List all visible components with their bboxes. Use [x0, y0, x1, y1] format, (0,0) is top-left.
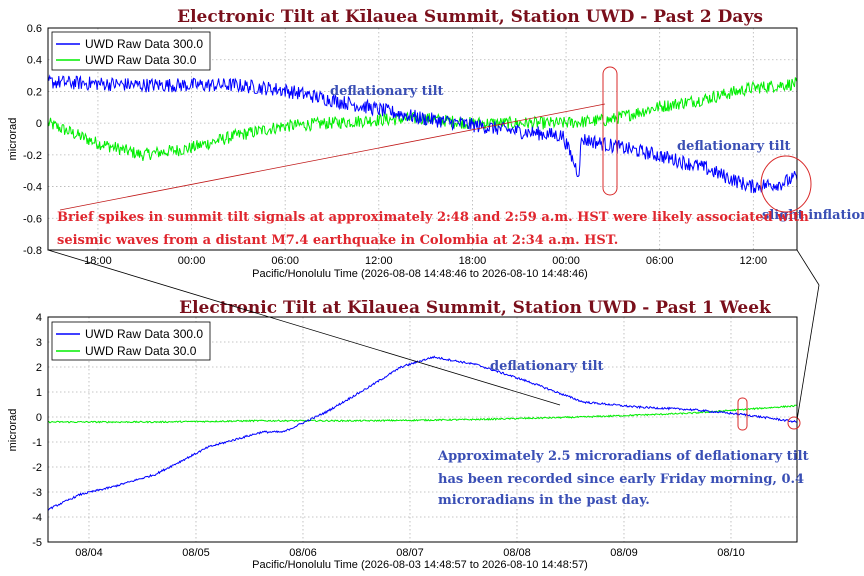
c2-y-tick-label: 3: [36, 337, 42, 349]
chart1-spike-marker: [602, 66, 618, 196]
c2-y-tick-label: -3: [32, 487, 42, 499]
c2-y-tick-label: 1: [36, 387, 42, 399]
chart1-annotation-spikes-line2: seismic waves from a distant M7.4 earthq…: [57, 233, 618, 248]
c1-y-tick-label: -0.4: [23, 182, 42, 194]
c1-y-tick-label: -0.8: [23, 245, 42, 257]
chart1-legend-label-30: UWD Raw Data 30.0: [85, 53, 197, 67]
chart2-annotation-summary-line3: microradians in the past day.: [438, 493, 650, 508]
c2-x-tick-label: 08/08: [503, 547, 531, 559]
c1-x-tick-label: 00:00: [178, 255, 206, 267]
chart1-annotation-deflation-1: deflationary tilt: [330, 84, 444, 99]
c1-y-tick-label: 0: [36, 118, 42, 130]
chart2-spike-marker: [737, 397, 748, 431]
c2-x-tick-label: 08/10: [717, 547, 745, 559]
chart1-series: [47, 74, 798, 194]
chart2-annotation-deflation: deflationary tilt: [490, 359, 604, 374]
c1-series-line-30: [47, 77, 798, 161]
chart1-legend-label-300: UWD Raw Data 300.0: [85, 37, 203, 51]
c2-y-tick-label: 4: [36, 312, 42, 324]
c1-y-tick-label: -0.2: [23, 150, 42, 162]
chart2-series: [47, 355, 798, 511]
c2-x-tick-label: 08/06: [289, 547, 317, 559]
chart1-annotation-spikes-line1: Brief spikes in summit tilt signals at a…: [57, 210, 809, 225]
chart1-annotation-deflation-2: deflationary tilt: [677, 139, 791, 154]
c1-x-tick-label: 18:00: [459, 255, 487, 267]
chart2-x-ticks: 08/04 08/05 08/06 08/07 08/08 08/09 08/10: [75, 547, 745, 559]
c1-y-tick-label: 0.6: [27, 23, 42, 35]
c2-y-tick-label: 2: [36, 362, 42, 374]
c1-y-tick-label: -0.6: [23, 213, 42, 225]
zoom-connector-right-a: [796, 249, 820, 286]
c2-series-line-30: [47, 404, 798, 424]
chart2-plot-frame: [47, 316, 798, 543]
c1-y-tick-label: 0.4: [27, 55, 42, 67]
zoom-connector-right-b: [796, 284, 820, 421]
c2-series-line-300: [47, 355, 798, 511]
chart2-y-ticks: 4 3 2 1 0 -1 -2 -3 -4 -5: [32, 312, 42, 549]
c1-x-tick-label: 12:00: [740, 255, 768, 267]
chart2-legend-label-300: UWD Raw Data 300.0: [85, 327, 203, 341]
chart2-legend-label-30: UWD Raw Data 30.0: [85, 344, 197, 358]
c1-x-tick-label: 06:00: [646, 255, 674, 267]
c1-x-tick-label: 18:00: [84, 255, 112, 267]
chart1-inflation-marker: [760, 155, 812, 213]
chart1-x-axis-label: Pacific/Honolulu Time (2026-08-08 14:48:…: [252, 268, 588, 280]
zoom-connector-left: [47, 249, 561, 406]
c2-x-tick-label: 08/05: [182, 547, 210, 559]
chart2-title: Electronic Tilt at Kīlauea Summit, Stati…: [179, 298, 772, 318]
c2-y-tick-label: -2: [32, 462, 42, 474]
chart1-x-ticks: 18:00 00:00 06:00 12:00 18:00 00:00 06:00 12:00: [84, 255, 767, 267]
chart1-plot-frame: [47, 27, 798, 251]
c2-y-tick-label: -1: [32, 437, 42, 449]
c1-y-tick-label: 0.2: [27, 86, 42, 98]
c2-x-tick-label: 08/09: [610, 547, 638, 559]
chart2-recent-marker: [787, 416, 801, 430]
c1-x-tick-label: 12:00: [365, 255, 393, 267]
chart1-legend: UWD Raw Data 300.0 UWD Raw Data 30.0: [51, 31, 211, 71]
chart2-x-axis-label: Pacific/Honolulu Time (2026-08-03 14:48:…: [252, 559, 588, 571]
c1-x-tick-label: 06:00: [271, 255, 299, 267]
c2-y-tick-label: -5: [32, 537, 42, 549]
chart1-spike-pointer: [59, 103, 606, 211]
chart2-legend: UWD Raw Data 300.0 UWD Raw Data 30.0: [51, 321, 211, 361]
chart1-y-ticks: 0.6 0.4 0.2 0 -0.2 -0.4 -0.6 -0.8: [23, 23, 42, 257]
chart2-annotation-summary-line1: Approximately 2.5 microradians of deflat…: [437, 449, 809, 464]
c2-y-tick-label: 0: [36, 412, 42, 424]
c1-x-tick-label: 00:00: [552, 255, 580, 267]
c2-x-tick-label: 08/07: [396, 547, 424, 559]
chart2-annotation-summary-line2: has been recorded since early Friday mor…: [438, 472, 804, 487]
c1-series-line-300: [47, 74, 798, 194]
c2-y-tick-label: -4: [32, 512, 42, 524]
chart2-y-axis-label: microrad: [7, 409, 19, 452]
c2-x-tick-label: 08/04: [75, 547, 103, 559]
chart1-y-axis-label: microrad: [7, 118, 19, 161]
chart1-title: Electronic Tilt at Kīlauea Summit, Stati…: [177, 7, 763, 27]
